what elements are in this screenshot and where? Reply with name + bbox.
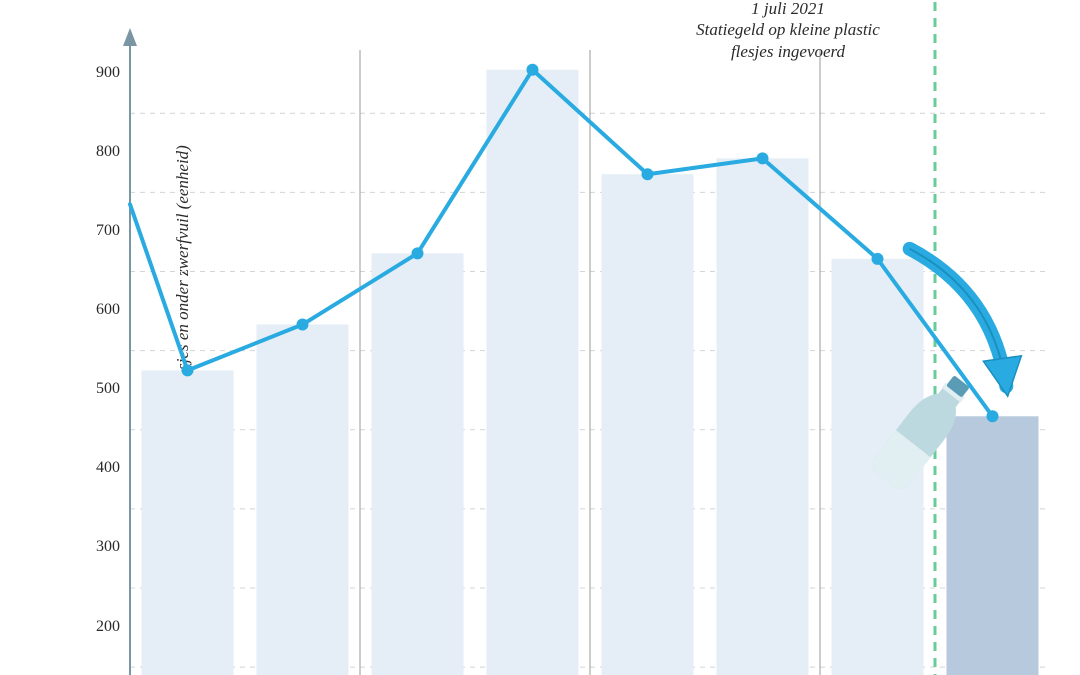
trend-marker <box>182 364 194 376</box>
bar <box>717 158 809 675</box>
bottle-litter-chart: Aantal kleine plastic flesjes en onder z… <box>0 0 1080 675</box>
trend-marker <box>987 410 999 422</box>
trend-marker <box>297 319 309 331</box>
y-tick-label: 700 <box>80 222 120 240</box>
trend-marker <box>642 168 654 180</box>
trend-marker <box>872 253 884 265</box>
bar <box>257 325 349 675</box>
trend-marker <box>527 64 539 76</box>
y-tick-label: 900 <box>80 64 120 82</box>
y-tick-label: 200 <box>80 618 120 636</box>
bar <box>142 370 234 675</box>
y-tick-label: 500 <box>80 380 120 398</box>
bar <box>602 174 694 675</box>
bar <box>487 70 579 675</box>
y-tick-label: 800 <box>80 143 120 161</box>
y-axis-arrowhead <box>123 28 137 46</box>
bar <box>947 416 1039 675</box>
bar <box>372 253 464 675</box>
y-tick-label: 600 <box>80 301 120 319</box>
trend-marker <box>757 152 769 164</box>
y-tick-label: 300 <box>80 538 120 556</box>
trend-marker <box>412 247 424 259</box>
y-tick-label: 400 <box>80 459 120 477</box>
plot-svg <box>0 0 1080 675</box>
